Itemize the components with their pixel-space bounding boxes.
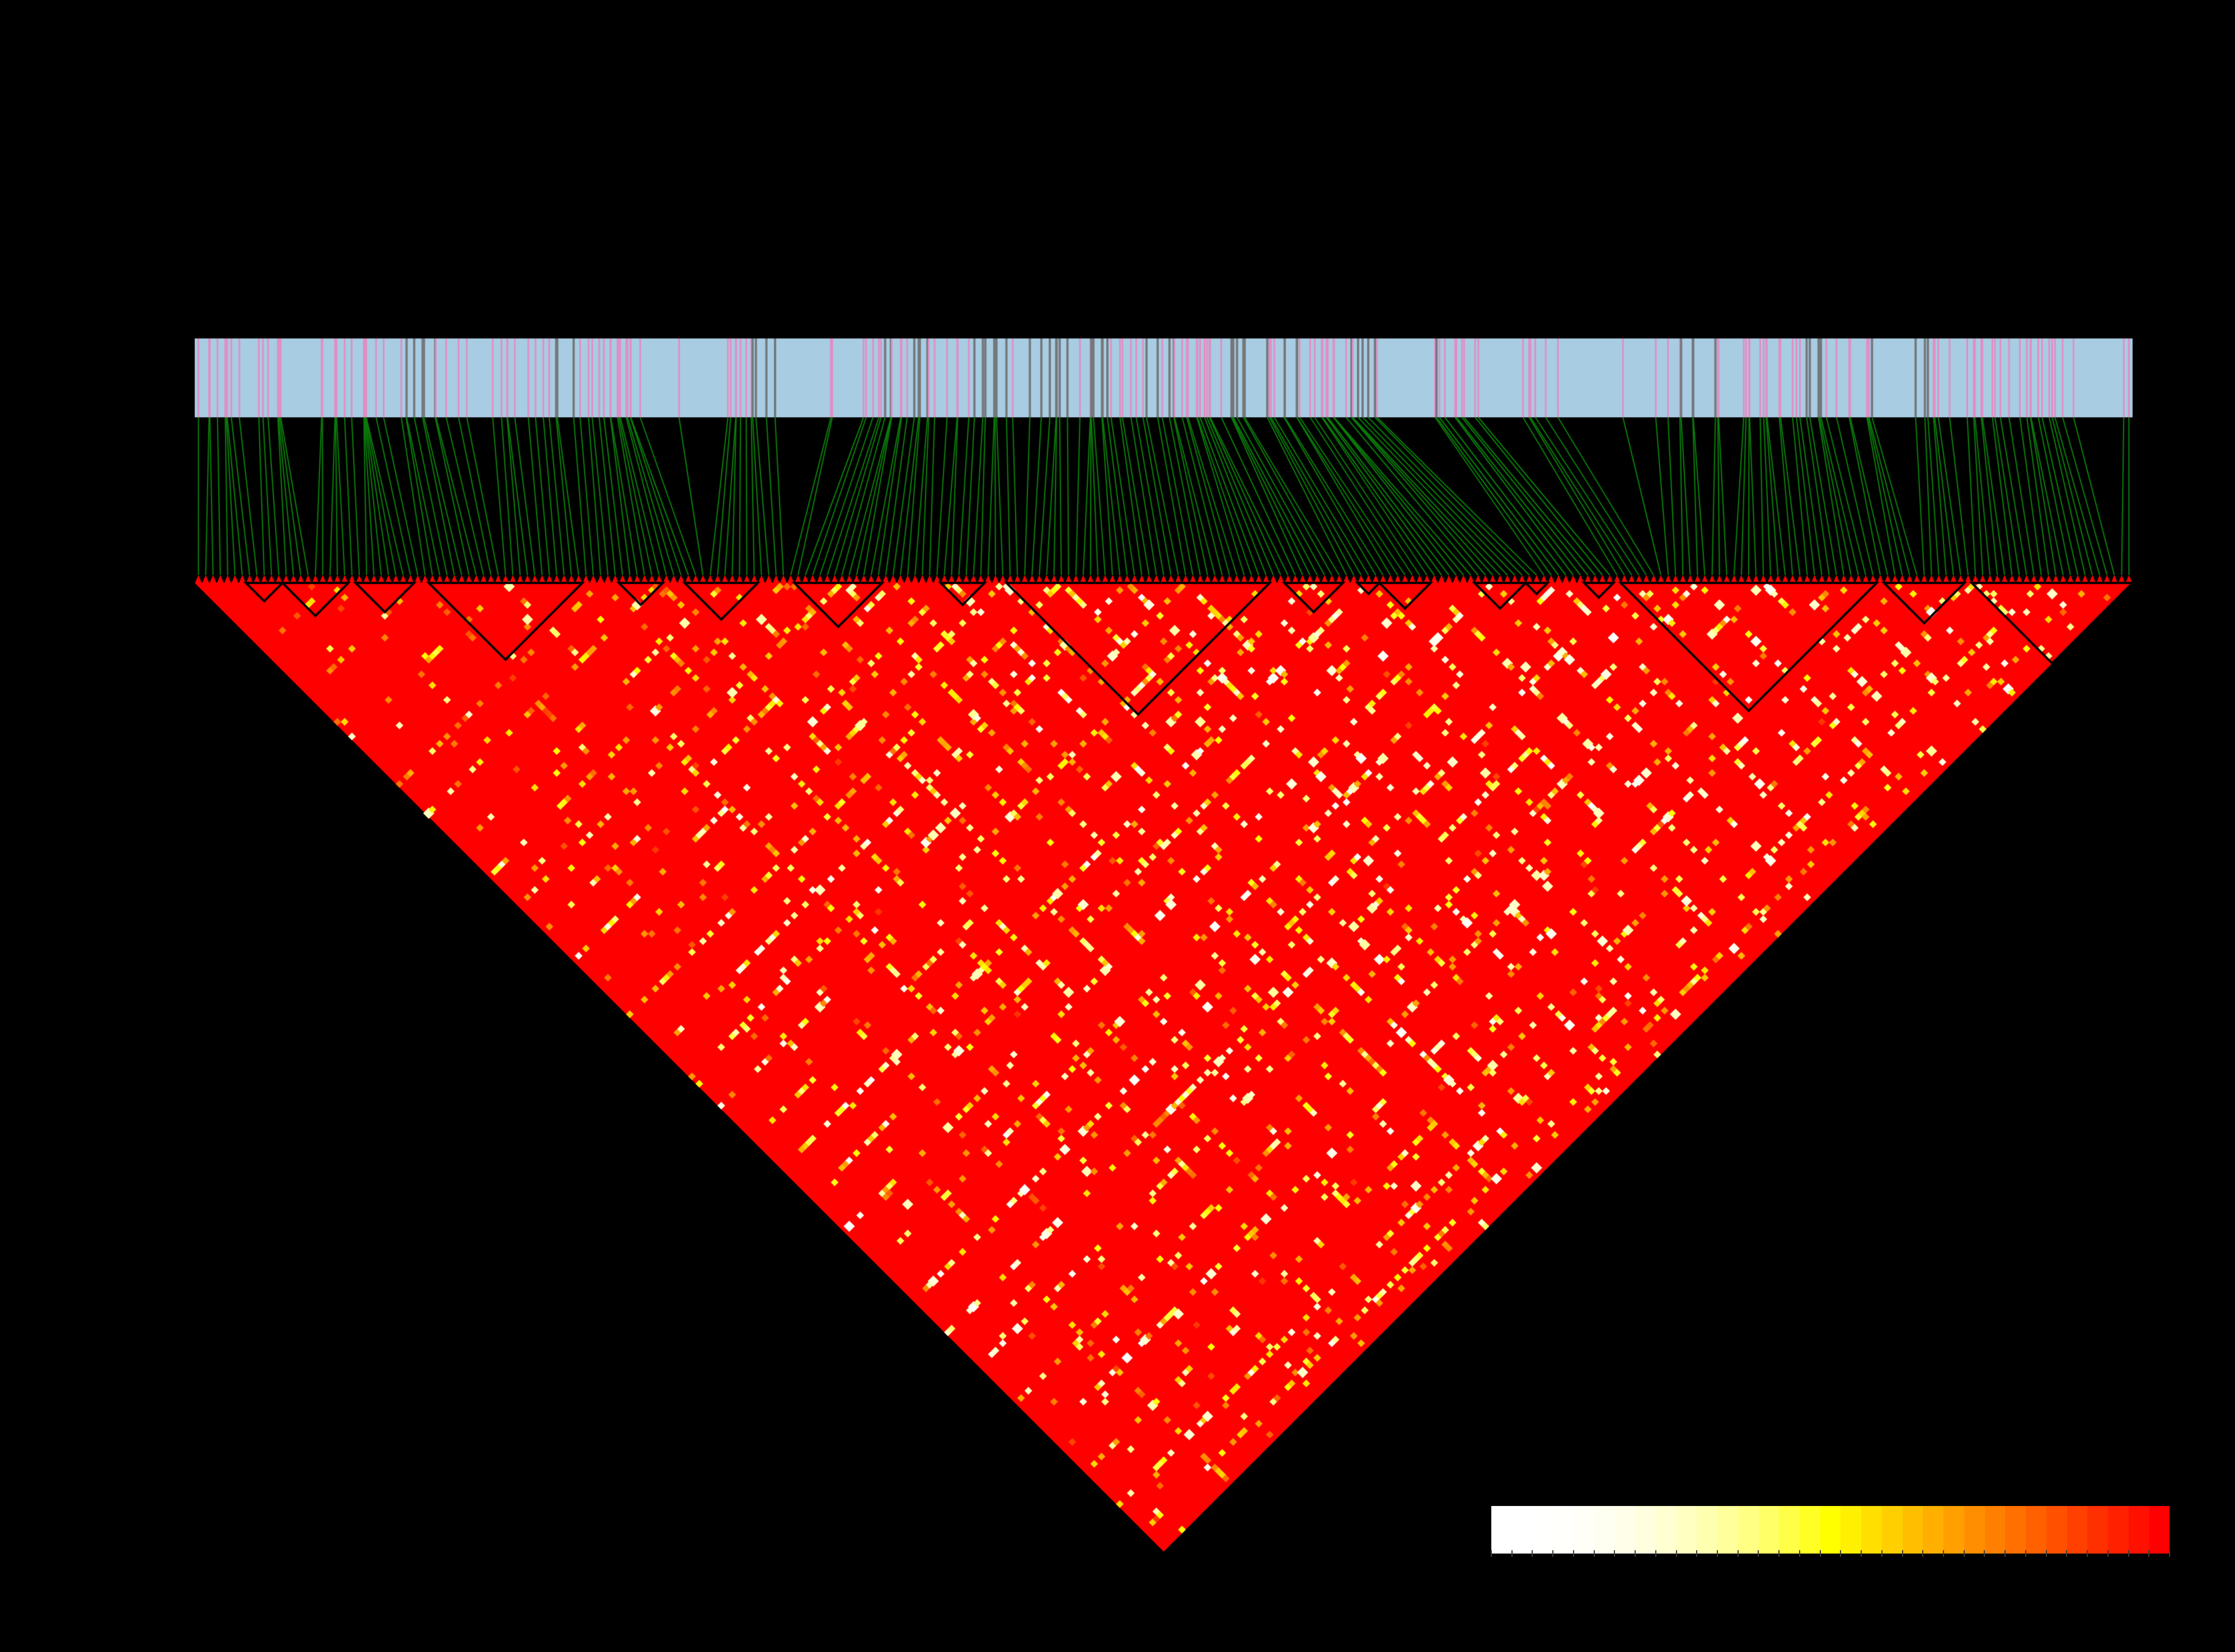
color-key-segment (1800, 1506, 1820, 1554)
color-key-tick (1717, 1550, 1718, 1557)
color-key-segment (1943, 1506, 1964, 1554)
color-key-tick (1881, 1550, 1882, 1557)
color-key-tick (1758, 1550, 1759, 1557)
color-key-tick (1593, 1550, 1595, 1557)
color-key-segment (1738, 1506, 1759, 1554)
color-key-segment (2128, 1506, 2149, 1554)
color-key-segment (1594, 1506, 1615, 1554)
color-key-tick (1572, 1550, 1574, 1557)
color-key-tick (1635, 1550, 1636, 1557)
color-key-segment (2026, 1506, 2046, 1554)
color-key-segment (2005, 1506, 2026, 1554)
color-key-tick (1737, 1550, 1739, 1557)
color-key-tick (2066, 1550, 2068, 1557)
color-key-segment (1655, 1506, 1677, 1554)
color-key-tick (1532, 1550, 1533, 1557)
color-key-segment (1532, 1506, 1553, 1554)
color-key-segment (1923, 1506, 1944, 1554)
color-key-tick (1840, 1550, 1842, 1557)
color-key-segment (1984, 1506, 2006, 1554)
color-key-tick (2025, 1550, 2026, 1557)
color-key-segment (1553, 1506, 1574, 1554)
color-key-tick (2004, 1550, 2006, 1557)
color-key-tick (2087, 1550, 2088, 1557)
color-key-segment (1861, 1506, 1882, 1554)
color-key-segment (1511, 1506, 1533, 1554)
color-key-segment (1820, 1506, 1841, 1554)
color-key-segment (1491, 1506, 1512, 1554)
color-key-segment (1717, 1506, 1738, 1554)
color-key-segment (2087, 1506, 2109, 1554)
color-key-tick (1984, 1550, 1985, 1557)
color-key-tick (2045, 1550, 2047, 1557)
color-key-tick (1778, 1550, 1780, 1557)
color-key-tick (1511, 1550, 1513, 1557)
color-key-segment (2108, 1506, 2129, 1554)
color-key-tick (1491, 1550, 1492, 1557)
color-key-segment (1779, 1506, 1800, 1554)
color-key-segment (1573, 1506, 1594, 1554)
color-key-tick (1819, 1550, 1821, 1557)
color-key-segment (2046, 1506, 2067, 1554)
color-key-segment (1758, 1506, 1779, 1554)
color-key-segment (1676, 1506, 1697, 1554)
color-key-segment (1614, 1506, 1636, 1554)
color-key-tick (2148, 1550, 2150, 1557)
color-key-tick (2128, 1550, 2129, 1557)
color-key-tick (1799, 1550, 1800, 1557)
color-key-tick (1943, 1550, 1944, 1557)
color-key-segment (1635, 1506, 1656, 1554)
color-key-segment (1840, 1506, 1862, 1554)
color-key-tick (1922, 1550, 1924, 1557)
color-key (1491, 1506, 2170, 1557)
color-key-tick (1614, 1550, 1616, 1557)
color-key-segment (1902, 1506, 1923, 1554)
color-key-tick (1963, 1550, 1965, 1557)
color-key-tick (1552, 1550, 1554, 1557)
color-key-segment (2067, 1506, 2088, 1554)
color-key-tick (2169, 1550, 2170, 1557)
color-key-tick (1655, 1550, 1656, 1557)
color-key-segment (1881, 1506, 1903, 1554)
color-key-segment (2149, 1506, 2170, 1554)
color-key-tick (1675, 1550, 1677, 1557)
color-key-tick (1901, 1550, 1903, 1557)
color-key-tick (1696, 1550, 1698, 1557)
color-key-segment (1697, 1506, 1718, 1554)
color-key-tick (1861, 1550, 1862, 1557)
color-key-tick (2107, 1550, 2109, 1557)
color-key-segment (1964, 1506, 1985, 1554)
